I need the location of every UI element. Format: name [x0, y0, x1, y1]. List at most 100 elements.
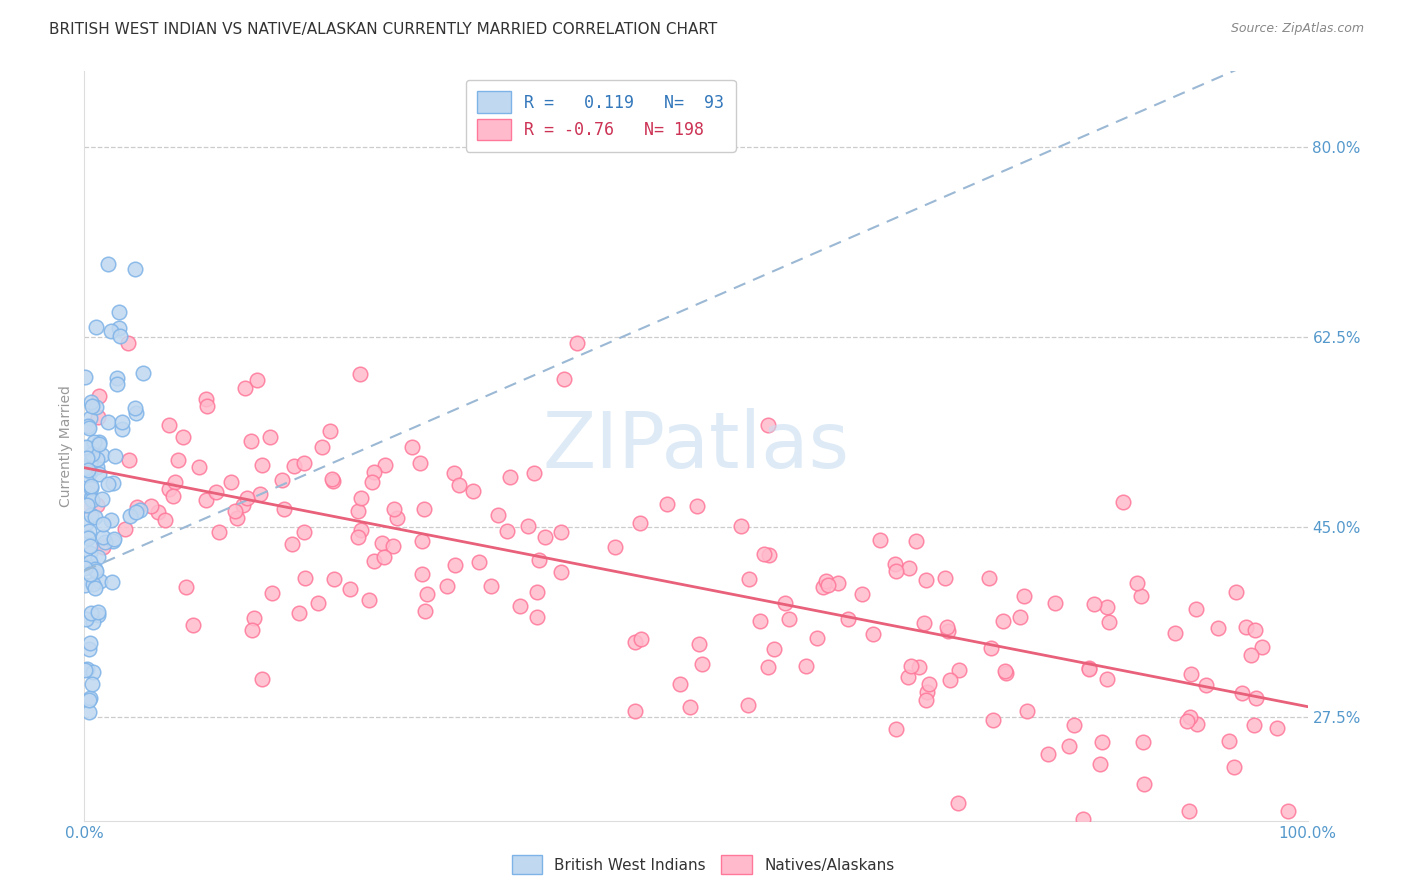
Point — [163, 475, 186, 490]
Point — [900, 659, 922, 673]
Point — [240, 623, 263, 637]
Point — [461, 483, 484, 498]
Point — [194, 392, 217, 407]
Point — [550, 566, 572, 580]
Point — [221, 475, 243, 490]
Point — [117, 335, 139, 350]
Legend: British West Indians, Natives/Alaskans: British West Indians, Natives/Alaskans — [506, 849, 900, 880]
Point — [111, 415, 134, 429]
Point — [250, 672, 273, 686]
Point — [75, 561, 97, 575]
Point — [411, 534, 433, 549]
Point — [382, 502, 405, 516]
Point — [1243, 717, 1265, 731]
Point — [1012, 589, 1035, 603]
Point — [80, 395, 103, 409]
Point — [523, 466, 546, 480]
Point — [385, 510, 408, 524]
Point — [240, 434, 263, 448]
Point — [862, 627, 884, 641]
Point — [232, 498, 254, 512]
Point — [349, 491, 371, 505]
Point — [80, 400, 103, 414]
Point — [246, 373, 269, 387]
Point — [685, 499, 707, 513]
Point — [124, 262, 146, 277]
Point — [1071, 812, 1094, 826]
Point — [174, 580, 197, 594]
Point — [630, 632, 652, 646]
Point — [311, 440, 333, 454]
Point — [550, 524, 572, 539]
Point — [249, 487, 271, 501]
Point — [1078, 662, 1101, 676]
Point — [77, 641, 100, 656]
Point — [91, 448, 114, 462]
Point — [288, 606, 311, 620]
Point — [884, 557, 907, 571]
Point — [79, 508, 101, 522]
Point — [409, 456, 432, 470]
Point — [124, 401, 146, 416]
Point — [993, 614, 1015, 628]
Point — [917, 685, 939, 699]
Point — [371, 536, 394, 550]
Point — [188, 459, 211, 474]
Point — [80, 441, 103, 455]
Point — [815, 574, 838, 589]
Point — [347, 503, 370, 517]
Point — [806, 632, 828, 646]
Point — [79, 691, 101, 706]
Point — [1091, 735, 1114, 749]
Point — [73, 461, 96, 475]
Point — [827, 576, 849, 591]
Point — [76, 485, 98, 500]
Point — [779, 612, 801, 626]
Point — [1185, 717, 1208, 731]
Point — [86, 549, 108, 564]
Point — [236, 491, 259, 506]
Text: BRITISH WEST INDIAN VS NATIVE/ALASKAN CURRENTLY MARRIED CORRELATION CHART: BRITISH WEST INDIAN VS NATIVE/ALASKAN CU… — [49, 22, 717, 37]
Point — [436, 579, 458, 593]
Point — [1230, 686, 1253, 700]
Point — [172, 430, 194, 444]
Point — [1180, 666, 1202, 681]
Point — [994, 664, 1017, 678]
Point — [80, 481, 103, 495]
Point — [103, 532, 125, 546]
Point — [738, 573, 761, 587]
Point — [118, 453, 141, 467]
Point — [91, 516, 114, 531]
Point — [110, 328, 132, 343]
Point — [416, 587, 439, 601]
Point — [350, 523, 373, 537]
Point — [1251, 640, 1274, 655]
Point — [498, 470, 520, 484]
Point — [76, 498, 98, 512]
Point — [934, 571, 956, 585]
Point — [1265, 721, 1288, 735]
Point — [690, 657, 713, 672]
Point — [139, 499, 162, 513]
Point — [89, 434, 111, 449]
Point — [526, 610, 548, 624]
Point — [93, 535, 115, 549]
Point — [233, 381, 256, 395]
Point — [280, 537, 302, 551]
Point — [526, 585, 548, 599]
Point — [936, 620, 959, 634]
Point — [80, 606, 103, 620]
Point — [77, 524, 100, 538]
Point — [1132, 735, 1154, 749]
Point — [270, 473, 292, 487]
Point — [87, 410, 110, 425]
Point — [127, 500, 149, 515]
Point — [1223, 759, 1246, 773]
Point — [111, 422, 134, 436]
Point — [75, 516, 97, 531]
Point — [1097, 672, 1119, 686]
Point — [84, 565, 107, 579]
Point — [76, 467, 98, 482]
Legend: R =   0.119   N=  93, R = -0.76   N= 198: R = 0.119 N= 93, R = -0.76 N= 198 — [465, 79, 735, 152]
Point — [980, 641, 1002, 656]
